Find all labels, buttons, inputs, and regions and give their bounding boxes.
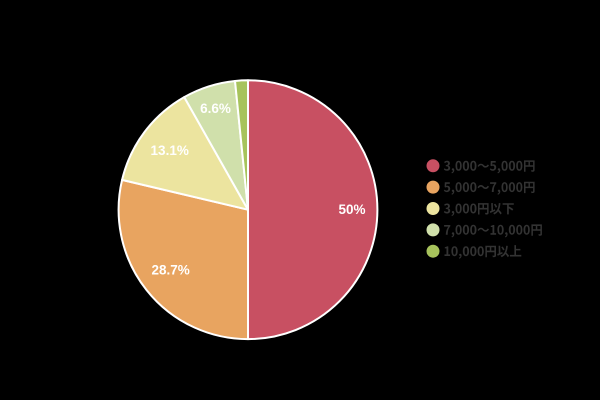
svg-text:28.7%: 28.7% [151, 263, 189, 278]
svg-text:6.6%: 6.6% [200, 101, 231, 116]
svg-text:50%: 50% [338, 202, 365, 217]
svg-text:13.1%: 13.1% [151, 143, 189, 158]
